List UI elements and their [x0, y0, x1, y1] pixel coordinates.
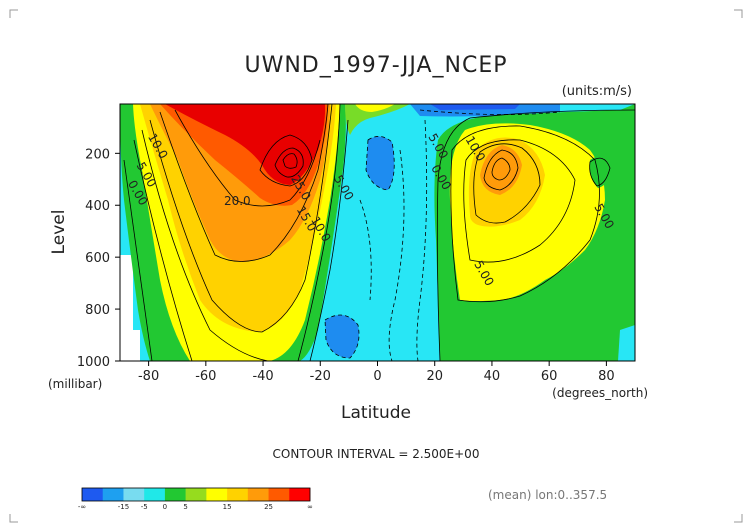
x-tick-label: -60 — [195, 369, 216, 384]
y-axis-units: (millibar) — [48, 377, 102, 391]
colorbar-label: 15 — [223, 503, 232, 511]
colorbar-label: -∞ — [78, 503, 86, 511]
contour-lines — [123, 104, 635, 361]
x-axis-title: Latitude — [341, 403, 411, 423]
colorbar-label: -5 — [141, 503, 148, 511]
contour-label: 20.0 — [224, 194, 251, 208]
colorbar-swatch — [268, 488, 290, 501]
footer-note: (mean) lon:0..357.5 — [488, 488, 607, 502]
x-tick-label: 0 — [373, 369, 381, 384]
y-tick-label: 200 — [85, 147, 110, 162]
colorbar-label: 0 — [163, 503, 167, 511]
fill-nh-cyan-edge — [618, 325, 635, 361]
missing-data — [120, 255, 140, 361]
colorbar-swatch — [102, 488, 124, 501]
y-tick-label: 600 — [85, 251, 110, 266]
contour-interval-label: CONTOUR INTERVAL = 2.500E+00 — [273, 447, 480, 461]
y-axis-title: Level — [49, 210, 69, 255]
fill-nh-green-lobe — [589, 156, 612, 188]
colorbar-swatch — [82, 488, 104, 501]
fill-equatorial-tongue — [355, 104, 395, 112]
colorbar: -∞ -15 -5 0 5 15 25 ∞ — [78, 487, 313, 511]
x-tick-label: -20 — [310, 369, 331, 384]
colorbar-swatch — [164, 488, 186, 501]
colorbar-swatch — [206, 488, 228, 501]
chart-title: UWND_1997-JJA_NCEP — [244, 53, 507, 78]
x-tick-label: 40 — [484, 369, 501, 384]
colorbar-swatch — [144, 488, 166, 501]
x-tick-label: 80 — [598, 369, 615, 384]
colorbar-label: -15 — [118, 503, 129, 511]
y-tick-label: 800 — [85, 303, 110, 318]
colorbar-label: 5 — [183, 503, 187, 511]
fill-negative-region — [430, 104, 520, 110]
x-axis-units: (degrees_north) — [552, 386, 648, 400]
fill-negative-region — [366, 136, 395, 190]
fill-sh-jet-core — [165, 104, 326, 185]
colorbar-swatch — [185, 488, 207, 501]
y-axis: 200 400 600 800 1000 — [77, 147, 120, 370]
fill-negative-region — [325, 315, 359, 358]
colorbar-swatch — [123, 488, 145, 501]
colorbar-swatch — [289, 488, 311, 501]
x-axis: -80 -60 -40 -20 0 20 40 60 80 — [138, 361, 615, 384]
fill-equatorial-tongue — [345, 104, 410, 135]
x-tick-label: -40 — [252, 369, 273, 384]
x-tick-label: -80 — [138, 369, 159, 384]
y-tick-label: 400 — [85, 199, 110, 214]
colorbar-swatch — [247, 488, 269, 501]
colorbar-swatch — [227, 488, 249, 501]
crop-marks — [9, 9, 743, 523]
x-tick-label: 60 — [541, 369, 558, 384]
negative-contours — [324, 109, 561, 361]
plot-area — [120, 104, 635, 361]
colorbar-frame — [81, 487, 311, 502]
colorbar-label: ∞ — [307, 503, 313, 511]
x-tick-label: 20 — [426, 369, 443, 384]
units-label: (units:m/s) — [562, 84, 632, 99]
colorbar-label: 25 — [264, 503, 273, 511]
y-tick-label: 1000 — [77, 355, 110, 370]
